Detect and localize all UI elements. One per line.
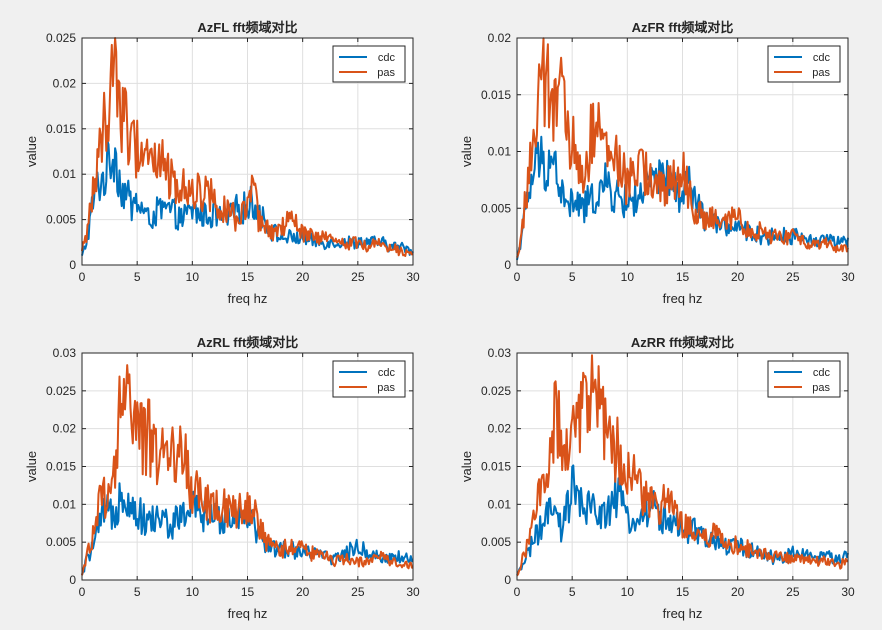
legend: cdc pas xyxy=(767,360,841,398)
legend-box xyxy=(332,45,406,83)
y-tick-label: 0.03 xyxy=(488,346,512,360)
x-axis-label: freq hz xyxy=(228,606,268,621)
chart-title: AzRL fft频域对比 xyxy=(197,335,299,350)
y-axis-label: value xyxy=(24,451,39,482)
y-tick-label: 0.015 xyxy=(481,460,511,474)
x-tick-label: 10 xyxy=(621,270,635,284)
x-tick-label: 5 xyxy=(569,585,576,599)
legend-box xyxy=(332,360,406,398)
y-tick-label: 0.02 xyxy=(488,31,512,45)
x-tick-label: 5 xyxy=(134,270,141,284)
y-tick-label: 0.01 xyxy=(53,167,77,181)
legend-box xyxy=(767,45,841,83)
y-axis-label: value xyxy=(459,136,474,167)
chart-title: AzFL fft频域对比 xyxy=(197,20,297,35)
y-tick-label: 0.01 xyxy=(488,145,512,159)
subplot-1: 0 5 10 15 20 25 30 0 0.005 0.01 0.015 0.02 AzFR fft频… xyxy=(459,20,855,306)
y-tick-label: 0.02 xyxy=(53,76,77,90)
x-tick-label: 25 xyxy=(786,270,800,284)
y-tick-label: 0.025 xyxy=(46,384,76,398)
x-tick-label: 0 xyxy=(79,585,86,599)
series-line-pas xyxy=(81,364,414,576)
legend-label-pas: pas xyxy=(812,382,830,394)
y-tick-label: 0.005 xyxy=(46,535,76,549)
x-tick-label: 30 xyxy=(406,585,420,599)
y-tick-label: 0.025 xyxy=(46,31,76,45)
x-tick-label: 5 xyxy=(134,585,141,599)
x-tick-label: 20 xyxy=(296,270,310,284)
x-tick-label: 25 xyxy=(351,270,365,284)
y-tick-label: 0.015 xyxy=(46,460,76,474)
x-tick-label: 25 xyxy=(351,585,365,599)
y-tick-label: 0.02 xyxy=(53,422,77,436)
x-tick-label: 10 xyxy=(186,585,200,599)
legend-label-cdc: cdc xyxy=(378,367,396,379)
x-tick-label: 20 xyxy=(731,585,745,599)
x-tick-label: 30 xyxy=(406,270,420,284)
y-axis-label: value xyxy=(459,451,474,482)
x-axis-label: freq hz xyxy=(663,291,703,306)
legend-label-cdc: cdc xyxy=(378,52,396,64)
series-line-pas xyxy=(516,354,849,577)
chart-title: AzFR fft频域对比 xyxy=(632,20,734,35)
x-tick-label: 30 xyxy=(841,270,855,284)
x-tick-label: 10 xyxy=(186,270,200,284)
y-tick-label: 0.02 xyxy=(488,422,512,436)
legend: cdc pas xyxy=(767,45,841,83)
subplot-0: 0 5 10 15 20 25 30 0 0.005 0.01 0.015 0.02 0.025 AzFL… xyxy=(24,20,420,306)
x-tick-label: 0 xyxy=(514,270,521,284)
legend-label-cdc: cdc xyxy=(813,367,831,379)
series-line-cdc xyxy=(516,135,849,261)
legend-label-pas: pas xyxy=(812,67,830,79)
x-tick-label: 15 xyxy=(676,585,690,599)
series-line-cdc xyxy=(81,482,414,576)
x-axis-label: freq hz xyxy=(228,291,268,306)
x-tick-label: 5 xyxy=(569,270,576,284)
legend-box xyxy=(767,360,841,398)
x-tick-label: 10 xyxy=(621,585,635,599)
y-tick-label: 0.01 xyxy=(53,497,77,511)
y-tick-label: 0.025 xyxy=(481,384,511,398)
x-tick-label: 15 xyxy=(676,270,690,284)
y-axis-label: value xyxy=(24,136,39,167)
y-tick-label: 0.015 xyxy=(481,88,511,102)
y-tick-label: 0.005 xyxy=(481,535,511,549)
series-line-pas xyxy=(516,37,849,258)
legend: cdc pas xyxy=(332,360,406,398)
x-tick-label: 15 xyxy=(241,585,255,599)
x-tick-label: 15 xyxy=(241,270,255,284)
x-tick-label: 0 xyxy=(79,270,86,284)
y-tick-label: 0 xyxy=(504,258,511,272)
y-tick-label: 0 xyxy=(69,573,76,587)
x-tick-label: 0 xyxy=(514,585,521,599)
chart-title: AzRR fft频域对比 xyxy=(631,335,734,350)
x-axis-label: freq hz xyxy=(663,606,703,621)
y-tick-label: 0 xyxy=(69,258,76,272)
legend: cdc pas xyxy=(332,45,406,83)
subplot-3: 0 5 10 15 20 25 30 0 0.005 0.01 0.015 0.02 0.025 0.03… xyxy=(459,335,855,621)
y-tick-label: 0.03 xyxy=(53,346,77,360)
y-tick-label: 0 xyxy=(504,573,511,587)
y-tick-label: 0.015 xyxy=(46,122,76,136)
x-tick-label: 20 xyxy=(296,585,310,599)
subplot-2: 0 5 10 15 20 25 30 0 0.005 0.01 0.015 0.02 0.025 0.03… xyxy=(24,335,420,621)
x-tick-label: 25 xyxy=(786,585,800,599)
x-tick-label: 20 xyxy=(731,270,745,284)
y-tick-label: 0.005 xyxy=(46,213,76,227)
legend-label-cdc: cdc xyxy=(813,52,831,64)
x-tick-label: 30 xyxy=(841,585,855,599)
y-tick-label: 0.005 xyxy=(481,201,511,215)
y-tick-label: 0.01 xyxy=(488,497,512,511)
legend-label-pas: pas xyxy=(377,382,395,394)
series-line-pas xyxy=(81,37,414,257)
legend-label-pas: pas xyxy=(377,67,395,79)
